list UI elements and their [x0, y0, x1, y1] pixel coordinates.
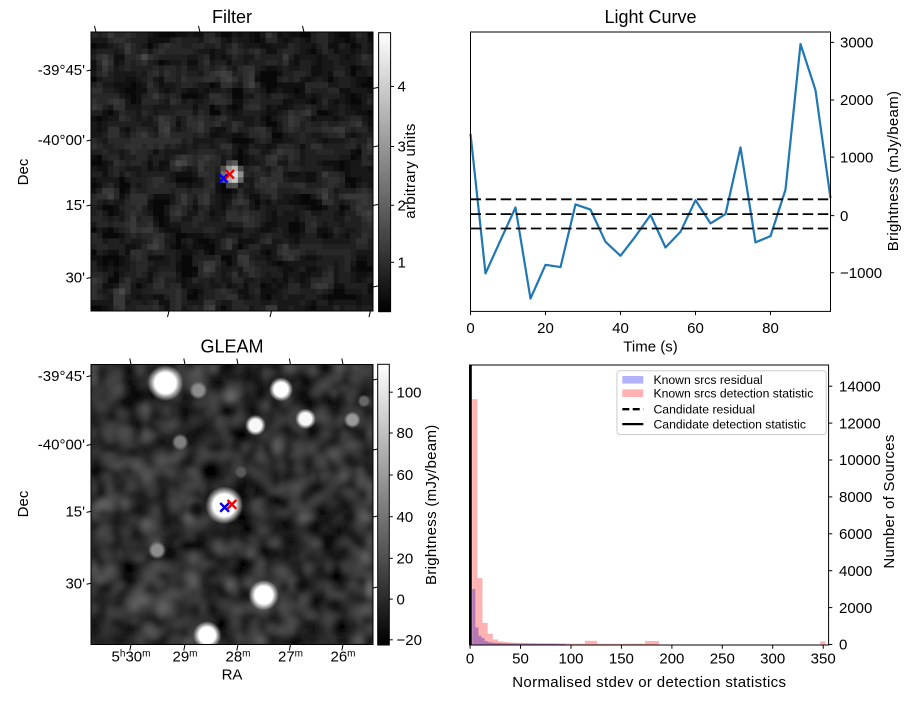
svg-text:20: 20 — [397, 551, 414, 568]
svg-text:4000: 4000 — [839, 563, 872, 580]
svg-text:12000: 12000 — [839, 415, 881, 432]
svg-text:2: 2 — [398, 198, 406, 215]
svg-text:0: 0 — [466, 651, 474, 668]
svg-text:Number of Sources: Number of Sources — [881, 434, 898, 568]
svg-text:80: 80 — [762, 320, 779, 337]
svg-text:15': 15' — [65, 197, 85, 214]
svg-text:200: 200 — [659, 651, 684, 668]
svg-text:250: 250 — [710, 651, 735, 668]
svg-text:1000: 1000 — [840, 149, 873, 166]
svg-text:arbitrary units: arbitrary units — [402, 123, 419, 218]
svg-text:80: 80 — [397, 425, 414, 442]
svg-text:14000: 14000 — [839, 378, 881, 395]
svg-text:5h30m: 5h30m — [112, 649, 151, 666]
svg-text:60: 60 — [397, 467, 414, 484]
svg-text:0: 0 — [466, 320, 474, 337]
svg-text:2000: 2000 — [839, 600, 872, 617]
svg-text:-40°00': -40°00' — [38, 437, 85, 454]
svg-text:2000: 2000 — [840, 92, 873, 109]
svg-text:8000: 8000 — [839, 489, 872, 506]
svg-text:6000: 6000 — [839, 526, 872, 543]
svg-text:Brightness (mJy/beam): Brightness (mJy/beam) — [423, 424, 440, 585]
svg-text:20: 20 — [537, 320, 554, 337]
svg-text:15': 15' — [65, 504, 85, 521]
svg-text:-40°00': -40°00' — [38, 132, 85, 149]
svg-text:Time (s): Time (s) — [623, 339, 677, 356]
svg-text:4: 4 — [398, 79, 406, 96]
svg-text:3: 3 — [398, 139, 406, 156]
svg-text:−1000: −1000 — [840, 265, 882, 282]
svg-text:Candidate detection statistic: Candidate detection statistic — [654, 417, 806, 431]
svg-text:30': 30' — [65, 575, 85, 592]
svg-text:RA: RA — [222, 667, 243, 684]
svg-text:GLEAM: GLEAM — [200, 337, 263, 357]
svg-text:Candidate residual: Candidate residual — [654, 403, 756, 417]
svg-text:-39°45': -39°45' — [38, 368, 85, 385]
svg-text:0: 0 — [397, 591, 405, 608]
svg-text:0: 0 — [839, 637, 847, 654]
svg-text:Light Curve: Light Curve — [604, 7, 696, 27]
svg-text:Known srcs residual: Known srcs residual — [654, 373, 763, 387]
svg-text:40: 40 — [397, 509, 414, 526]
svg-text:−20: −20 — [397, 632, 422, 649]
svg-text:Filter: Filter — [212, 7, 252, 27]
svg-text:Brightness (mJy/beam): Brightness (mJy/beam) — [885, 91, 902, 252]
svg-text:0: 0 — [840, 208, 848, 225]
svg-text:40: 40 — [612, 320, 629, 337]
svg-text:-39°45': -39°45' — [38, 62, 85, 79]
svg-text:50: 50 — [512, 651, 529, 668]
svg-text:3000: 3000 — [840, 35, 873, 52]
svg-text:30': 30' — [65, 270, 85, 287]
svg-text:1: 1 — [398, 255, 406, 272]
svg-text:10000: 10000 — [839, 452, 881, 469]
svg-text:300: 300 — [760, 651, 785, 668]
svg-text:Dec: Dec — [15, 490, 32, 517]
svg-text:150: 150 — [609, 651, 634, 668]
svg-text:100: 100 — [397, 384, 422, 401]
svg-text:350: 350 — [811, 651, 836, 668]
svg-text:Known srcs detection statistic: Known srcs detection statistic — [654, 387, 814, 401]
svg-text:Normalised stdev or detection: Normalised stdev or detection statistics — [512, 674, 786, 691]
svg-text:60: 60 — [687, 320, 704, 337]
svg-text:100: 100 — [558, 651, 583, 668]
svg-text:Dec: Dec — [15, 158, 32, 185]
